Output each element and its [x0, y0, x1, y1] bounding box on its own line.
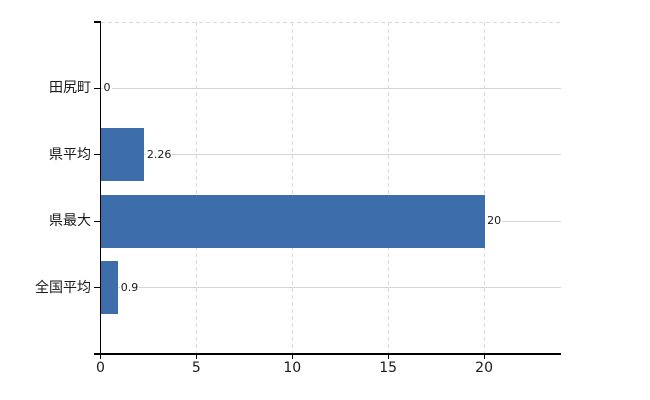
horizontal-gridline	[100, 287, 561, 289]
x-tick	[195, 354, 197, 359]
x-axis-line	[93, 353, 561, 355]
vertical-gridline	[387, 22, 389, 354]
x-tick	[100, 354, 101, 359]
value-label: 20	[486, 214, 503, 229]
vertical-gridline	[291, 22, 293, 354]
value-label: 2.26	[145, 147, 173, 162]
value-label: 0	[102, 81, 112, 96]
horizontal-gridline	[100, 154, 561, 156]
y-tick	[93, 87, 101, 89]
x-tick-label: 10	[283, 360, 302, 376]
category-label: 県最大	[49, 213, 91, 230]
x-tick	[291, 354, 293, 359]
y-tick	[93, 287, 101, 289]
x-tick-label: 20	[475, 360, 493, 376]
y-tick	[93, 220, 101, 222]
x-tick	[483, 354, 485, 359]
x-tick-label: 5	[191, 360, 201, 376]
value-label: 0.9	[119, 280, 140, 295]
bar	[101, 128, 145, 182]
category-label: 県平均	[49, 146, 91, 163]
horizontal-gridline	[100, 87, 561, 89]
y-axis-top-cap-tick	[93, 21, 101, 23]
plot-top-border	[100, 21, 561, 23]
category-label: 全国平均	[35, 279, 91, 296]
x-tick	[387, 354, 389, 359]
y-axis-line	[99, 21, 102, 355]
vertical-gridline	[195, 22, 197, 354]
vertical-gridline	[483, 22, 485, 354]
bar	[101, 194, 485, 248]
bar	[101, 261, 119, 315]
category-label: 田尻町	[49, 80, 91, 97]
y-tick	[93, 154, 101, 156]
x-tick-label: 15	[379, 360, 398, 376]
x-tick-label: 0	[96, 360, 105, 376]
